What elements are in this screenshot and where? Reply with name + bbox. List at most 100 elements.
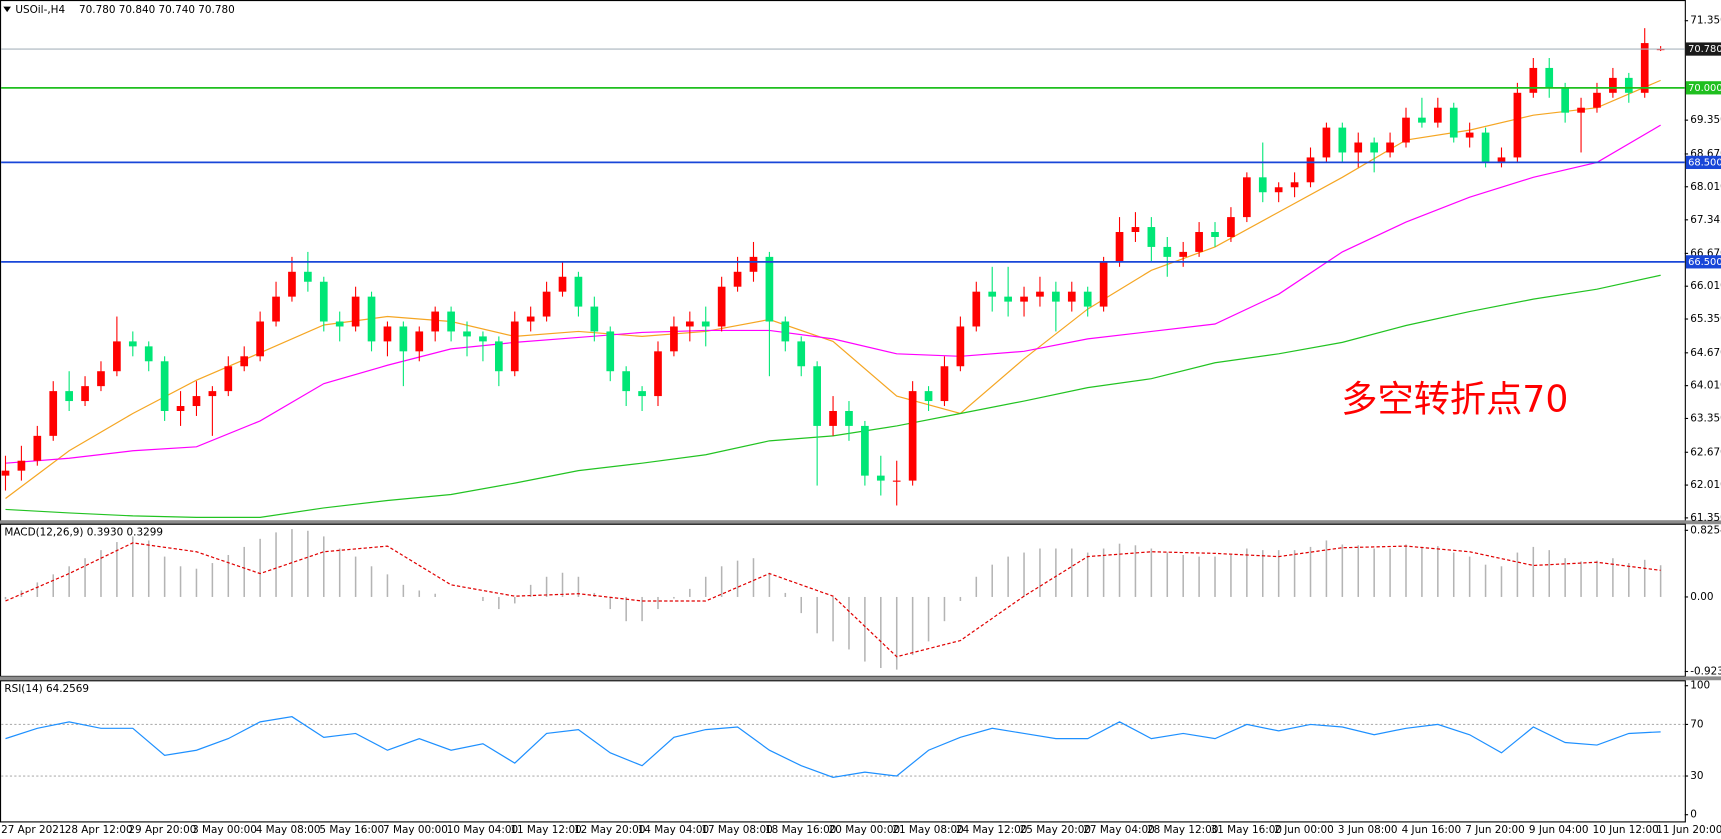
candle-body: [861, 425, 869, 476]
y-tick-label: 65.350: [1690, 313, 1721, 325]
candle-body: [431, 311, 440, 332]
candle-body: [940, 366, 949, 402]
candle-body: [781, 321, 790, 342]
x-tick-label: 11 Jun 20:00: [1656, 824, 1721, 836]
pane-separator: [0, 520, 1721, 525]
candle-body: [1227, 217, 1235, 237]
y-tick-label: 62.670: [1690, 446, 1721, 458]
y-tick-label: 100: [1690, 680, 1710, 692]
candle-body: [49, 391, 58, 436]
rsi-title: RSI(14) 64.2569: [4, 683, 89, 695]
candle-body: [335, 321, 344, 327]
candle-body: [1465, 132, 1474, 138]
candle-body: [65, 391, 73, 402]
candle-body: [1211, 232, 1219, 237]
x-tick-label: 20 May 00:00: [829, 824, 900, 836]
candle-body: [510, 321, 519, 372]
candle-body: [1258, 177, 1267, 193]
level-label-box: [1685, 155, 1721, 170]
line-series: [5, 124, 1661, 464]
candle-body: [908, 391, 917, 481]
x-tick-label: 4 Jun 16:00: [1402, 824, 1462, 836]
x-tick-label: 17 May 08:00: [701, 824, 772, 836]
candle-body: [224, 366, 233, 392]
x-tick-label: 5 May 16:00: [319, 824, 384, 836]
candle-body: [1624, 77, 1633, 93]
candle-body: [606, 331, 615, 372]
candle-body: [733, 271, 742, 287]
candle-body: [33, 435, 42, 461]
y-tick-label: 70: [1690, 718, 1703, 730]
candle-body: [717, 286, 726, 327]
candle-body: [1418, 117, 1426, 123]
candle-body: [972, 291, 981, 327]
candle-body: [144, 346, 153, 362]
candle-body: [288, 271, 296, 297]
line-series: [5, 79, 1661, 499]
candle-body: [829, 410, 837, 426]
candle-body: [1067, 291, 1076, 302]
candle-body: [1402, 117, 1410, 143]
x-tick-label: 9 Jun 04:00: [1529, 824, 1589, 836]
candle-body: [701, 321, 710, 327]
candle-body: [670, 326, 678, 352]
y-tick-label: 71.350: [1690, 15, 1721, 27]
candle-body: [1529, 67, 1538, 93]
x-tick-label: 4 May 08:00: [256, 824, 321, 836]
level-label: 66.500: [1688, 257, 1721, 268]
level-label-box: [1685, 42, 1721, 56]
line-series: [5, 542, 1661, 658]
candle-body: [479, 336, 487, 342]
candle-body: [1195, 232, 1203, 252]
candle-body: [638, 391, 646, 397]
candle-body: [240, 356, 249, 367]
candle-body: [1449, 107, 1458, 138]
candle-body: [1179, 251, 1188, 257]
rsi-pane-frame: [0, 680, 1686, 823]
candle-body: [924, 391, 933, 402]
candle-body: [319, 281, 328, 322]
candle-body: [1163, 246, 1172, 257]
candle-body: [988, 291, 997, 297]
candle-body: [1290, 182, 1299, 188]
line-series: [5, 274, 1661, 518]
candle-body: [1083, 291, 1092, 307]
candle-body: [447, 311, 455, 332]
candle-body: [1147, 227, 1156, 247]
candle-body: [17, 460, 26, 471]
candle-body: [463, 331, 471, 337]
candle-body: [1513, 92, 1522, 158]
candle-body: [590, 306, 599, 332]
candle-body: [1, 470, 10, 476]
x-tick-label: 25 May 20:00: [1020, 824, 1091, 836]
candle-body: [1545, 67, 1554, 88]
level-label: 70.000: [1688, 83, 1721, 94]
y-tick-label: 0.00: [1690, 591, 1713, 603]
symbol-title: USOil-,H4: [15, 4, 65, 16]
candle-body: [1338, 127, 1347, 153]
candle-body: [749, 256, 758, 272]
candle-body: [208, 391, 217, 397]
candle-body: [176, 406, 185, 411]
candle-body: [1036, 291, 1044, 297]
x-tick-label: 7 Jun 20:00: [1465, 824, 1525, 836]
x-tick-label: 11 May 12:00: [510, 824, 581, 836]
candle-body: [1593, 92, 1601, 108]
candle-body: [1274, 187, 1283, 193]
x-tick-label: 10 Jun 12:00: [1593, 824, 1659, 836]
dropdown-icon: [3, 6, 11, 13]
candle-body: [1386, 142, 1394, 153]
candle-body: [367, 296, 376, 342]
candle-body: [1609, 77, 1617, 93]
x-tick-label: 27 Apr 2021: [1, 824, 65, 836]
candle-body: [1577, 107, 1585, 113]
candle-body: [1052, 291, 1060, 302]
candle-body: [526, 316, 535, 322]
candle-body: [399, 326, 408, 352]
x-tick-label: 7 May 00:00: [383, 824, 448, 836]
line-series: [5, 716, 1661, 778]
x-tick-label: 24 May 12:00: [956, 824, 1027, 836]
y-tick-label: 62.010: [1690, 479, 1721, 491]
